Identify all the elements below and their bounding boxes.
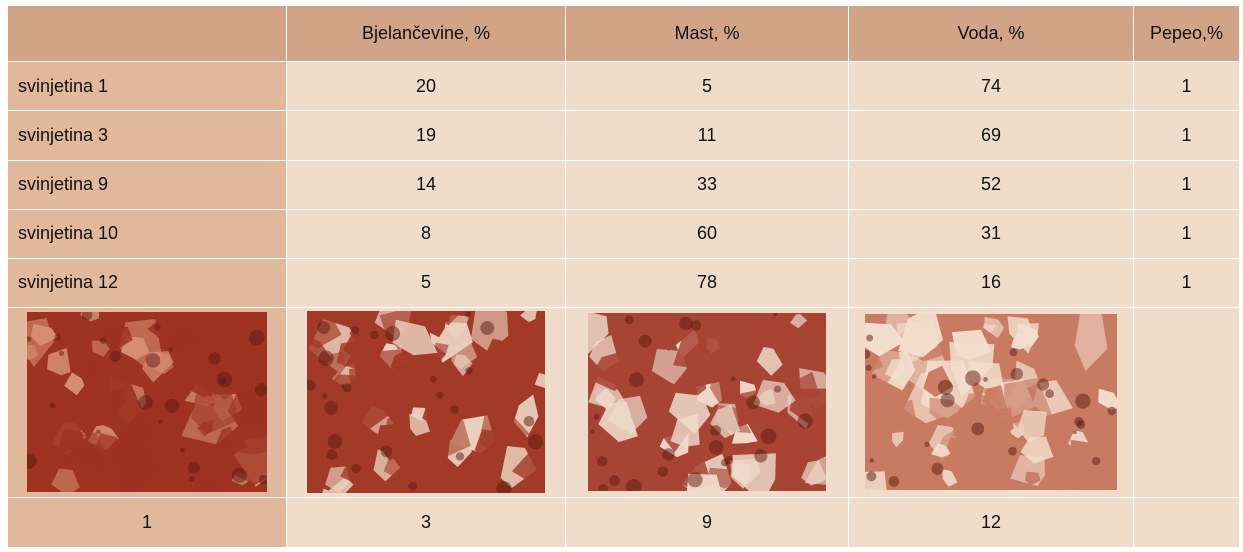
cell-protein: 14	[286, 159, 566, 210]
cell-fat: 5	[565, 61, 849, 112]
header-fat: Mast, %	[565, 4, 849, 63]
header-ash: Pepeo,%	[1133, 4, 1240, 63]
cell-water: 16	[848, 257, 1134, 309]
cell-water: 31	[848, 208, 1134, 259]
image-cell-empty	[1133, 307, 1240, 498]
cell-protein: 19	[286, 110, 566, 161]
cell-fat: 11	[565, 110, 849, 161]
image-cell	[848, 307, 1134, 498]
header-empty	[7, 4, 287, 63]
minced-meat-lean-photo	[27, 312, 267, 493]
row-label: svinjetina 12	[7, 257, 287, 309]
table-row: svinjetina 9 14 33 52 1	[7, 159, 1240, 210]
cell-water: 74	[848, 61, 1134, 112]
image-label-row: 1 3 9 12	[7, 496, 1240, 549]
cell-protein: 8	[286, 208, 566, 259]
image-cell	[7, 307, 287, 498]
cell-fat: 78	[565, 257, 849, 309]
cell-ash: 1	[1133, 257, 1240, 309]
cell-fat: 33	[565, 159, 849, 210]
row-label: svinjetina 3	[7, 110, 287, 161]
header-row: Bjelančevine, % Mast, % Voda, % Pepeo,%	[7, 4, 1240, 63]
cell-protein: 20	[286, 61, 566, 112]
header-water: Voda, %	[848, 4, 1134, 63]
cell-fat: 60	[565, 208, 849, 259]
cell-ash: 1	[1133, 110, 1240, 161]
table-row: svinjetina 1 20 5 74 1	[7, 61, 1240, 112]
image-cell	[286, 307, 566, 498]
minced-meat-3-photo	[307, 311, 545, 494]
cell-protein: 5	[286, 257, 566, 309]
minced-meat-9-photo	[588, 313, 826, 492]
table-row: svinjetina 10 8 60 31 1	[7, 208, 1240, 259]
row-label: svinjetina 1	[7, 61, 287, 112]
cell-ash: 1	[1133, 159, 1240, 210]
image-label: 12	[848, 496, 1134, 549]
image-label: 1	[7, 496, 287, 549]
minced-meat-fatty-photo	[865, 314, 1117, 491]
table-row: svinjetina 3 19 11 69 1	[7, 110, 1240, 161]
image-label-empty	[1133, 496, 1240, 549]
image-cell	[565, 307, 849, 498]
row-label: svinjetina 9	[7, 159, 287, 210]
cell-ash: 1	[1133, 208, 1240, 259]
image-label: 3	[286, 496, 566, 549]
row-label: svinjetina 10	[7, 208, 287, 259]
header-protein: Bjelančevine, %	[286, 4, 566, 63]
cell-water: 69	[848, 110, 1134, 161]
image-row	[7, 307, 1240, 498]
cell-water: 52	[848, 159, 1134, 210]
table-row: svinjetina 12 5 78 16 1	[7, 257, 1240, 309]
cell-ash: 1	[1133, 61, 1240, 112]
pork-composition-table: Bjelančevine, % Mast, % Voda, % Pepeo,% …	[7, 4, 1240, 549]
image-label: 9	[565, 496, 849, 549]
